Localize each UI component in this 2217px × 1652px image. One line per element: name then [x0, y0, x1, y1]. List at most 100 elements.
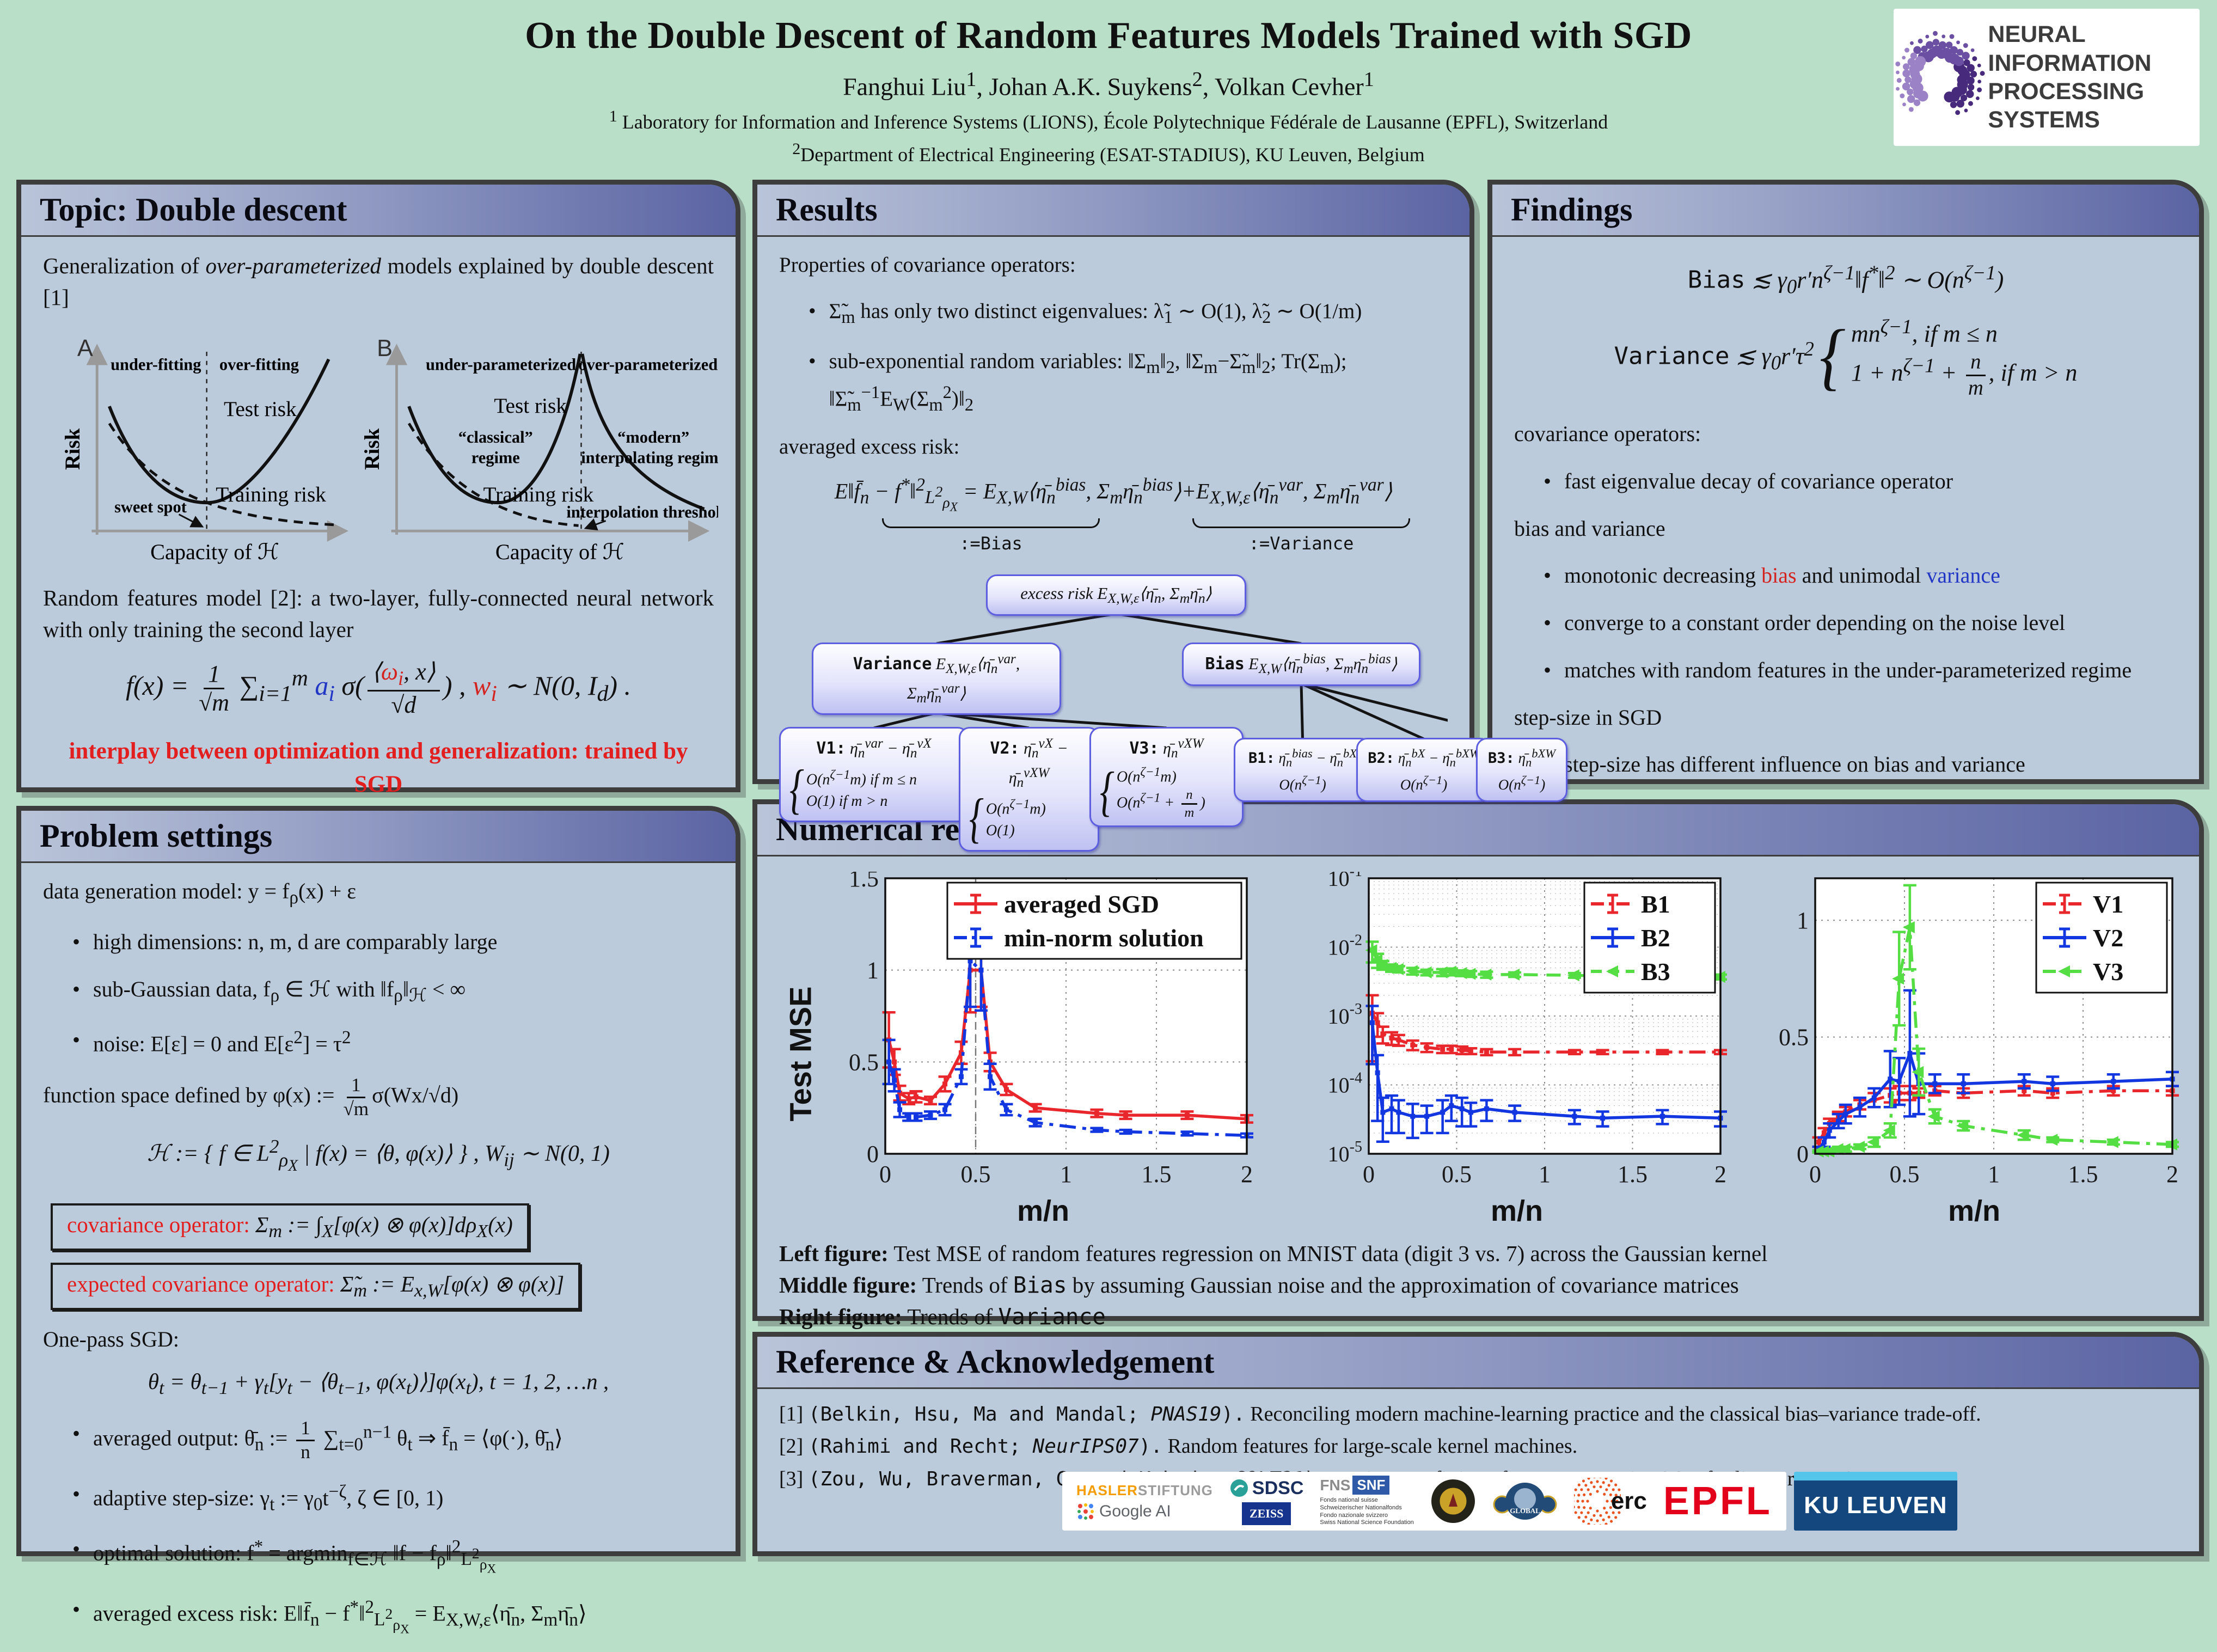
- snf-logo: FNS SNF Fonds national suisse Schweizeris…: [1320, 1476, 1414, 1526]
- poster-header: On the Double Descent of Random Features…: [0, 0, 2217, 166]
- svg-text:1.5: 1.5: [1142, 1161, 1172, 1188]
- svg-text:over-parameterized: over-parameterized: [578, 356, 718, 374]
- svg-text:under-fitting: under-fitting: [111, 356, 201, 374]
- svg-text:interpolating regime: interpolating regime: [581, 449, 718, 467]
- svg-text:1.5: 1.5: [1618, 1161, 1648, 1188]
- results-props: Properties of covariance operators:: [779, 253, 1076, 277]
- svg-text:over-fitting: over-fitting: [219, 356, 299, 374]
- svg-text:1.5: 1.5: [849, 872, 879, 892]
- svg-text:regime: regime: [471, 449, 520, 467]
- google-ai-logo: Google AI: [1076, 1502, 1213, 1521]
- results-avg-label: averaged excess risk:: [779, 435, 960, 459]
- svg-text:V2: V2: [2093, 924, 2123, 952]
- poster-affiliation-1: 1 Laboratory for Information and Inferen…: [609, 107, 1608, 133]
- erc-logo: erc: [1573, 1478, 1647, 1525]
- svg-text:10-3: 10-3: [1328, 1001, 1362, 1029]
- caption-right-figure: Right figure: Trends of Variance: [779, 1304, 1106, 1330]
- problem-sgd-bullet-4: • averaged excess risk: E‖f̄n − f*‖2L2ρX …: [72, 1597, 587, 1637]
- topic-highlight: interplay between optimization and gener…: [69, 738, 688, 797]
- topic-intro: Generalization of over-parameterized mod…: [43, 253, 714, 310]
- chart-test-mse: 0 0.5 1 1.5 2 0 0.5 1 1.5 averaged SGD min-norm so…: [831, 865, 1256, 1228]
- sponsor-logos-strip: HASLERSTIFTUNG Google AI SDSC: [1062, 1472, 1786, 1531]
- onr-global-seal-icon: GLOBAL: [1493, 1483, 1557, 1520]
- tree-bias: Bias EX,W⟨η̄nbias, Σmη̄nbias⟩: [1182, 643, 1420, 686]
- results-bullet-2: • sub-exponential random variables: ‖Σm‖2…: [809, 350, 1347, 415]
- problem-sgd-label: One-pass SGD:: [43, 1326, 179, 1351]
- svg-text:Test risk: Test risk: [224, 397, 297, 421]
- findings-g2-bullet1: • monotonic decreasing bias and unimodal …: [1544, 563, 2000, 588]
- findings-group3-title: step-size in SGD: [1514, 705, 1662, 730]
- tree-leaf-b1: B1: η̄nbias − η̄nbX O(nζ−1): [1234, 738, 1371, 803]
- chart-plot: 0 0.5 1 1.5 2 10-1 10-2 10-3 10-4 10-5 B1 B2 B3: [1328, 863, 1727, 1188]
- svg-text:0.5: 0.5: [1442, 1161, 1472, 1188]
- epfl-logo: EPFL: [1663, 1479, 1772, 1523]
- panel-results-header: Results: [757, 185, 1469, 237]
- topic-rf-formula: f(x) = 1 √m ∑i=1m ai σ(⟨ωi, x⟩ √d) , wi ∼ …: [126, 658, 631, 719]
- hasler-stiftung-logo: HASLERSTIFTUNG: [1076, 1482, 1213, 1498]
- double-descent-diagram: A under-fitting over-fitting Test risk T…: [60, 335, 730, 565]
- reference-2: [2] (Rahimi and Recht; NeurIPS07). Rando…: [779, 1435, 1578, 1458]
- erc-sunburst-icon: [1573, 1478, 1621, 1525]
- ku-leuven-logo: KU LEUVEN: [1793, 1472, 1957, 1531]
- svg-text:GLOBAL: GLOBAL: [1510, 1507, 1540, 1515]
- caption-middle-figure: Middle figure: Trends of Bias by assumin…: [779, 1272, 1739, 1299]
- svg-text:B2: B2: [1641, 924, 1670, 952]
- svg-text:V3: V3: [2093, 958, 2123, 986]
- svg-text:“classical”: “classical”: [458, 428, 533, 446]
- neurips-logo-swirl-icon: [1895, 30, 1985, 115]
- zeiss-logo: ZEISS: [1241, 1502, 1291, 1525]
- chart-plot: 0 0.5 1 1.5 2 0 0.5 1 1.5 averaged SGD min-norm so…: [849, 865, 1253, 1188]
- poster-authors: Fanghui Liu1, Johan A.K. Suykens2, Volka…: [843, 68, 1374, 101]
- chart-plot: 0 0.5 1 1.5 2 0 0.5 1 V1 V2 V3: [1779, 877, 2179, 1188]
- svg-text:1: 1: [867, 957, 879, 984]
- test-mse-axis-label: Test MSE: [783, 986, 818, 1122]
- expected-covariance-operator-box: expected covariance operator: Σ̃m := Ex,…: [51, 1262, 581, 1310]
- svg-text:0.5: 0.5: [1779, 1024, 1809, 1051]
- tree-leaf-v3: V3: η̄nvXW {O(nζ−1m) O(nζ−1 + n m): [1089, 727, 1244, 827]
- covariance-operator-box: covariance operator: Σm := ∫X[φ(x) ⊗ φ(x…: [51, 1203, 529, 1251]
- svg-text:0.5: 0.5: [961, 1161, 991, 1188]
- svg-text:min-norm solution: min-norm solution: [1004, 924, 1204, 952]
- svg-text:1: 1: [1988, 1161, 2000, 1188]
- svg-text:0: 0: [1363, 1161, 1375, 1188]
- problem-sgd-bullet-2: • adaptive step-size: γt := γ0t−ζ, ζ ∈ [0…: [72, 1482, 444, 1515]
- svg-text:under-parameterized: under-parameterized: [426, 356, 576, 374]
- svg-text:0: 0: [1809, 1161, 1821, 1188]
- tree-leaf-v1: V1: η̄nvar − η̄nvX {O(nζ−1m) if m ≤ n O(1…: [779, 727, 969, 823]
- svg-text:0: 0: [867, 1141, 879, 1167]
- findings-g2-bullet3: • matches with random features in the und…: [1544, 657, 2132, 682]
- problem-fspace: function space defined by φ(x) := 1 √m σ(W…: [43, 1074, 459, 1119]
- tree-variance: Variance EX,W,ε⟨η̄nvar, Σmη̄nvar⟩: [812, 643, 1061, 715]
- tree-root: excess risk EX,W,ε⟨η̄n, Σmη̄n⟩: [986, 574, 1246, 616]
- svg-text:B1: B1: [1641, 890, 1670, 918]
- svg-text:Training risk: Training risk: [216, 483, 326, 507]
- google-ai-dots-icon: [1077, 1503, 1094, 1520]
- svg-text:V1: V1: [2093, 890, 2123, 918]
- findings-g3-bullet1: •step-size has different influence on bi…: [1544, 752, 2025, 777]
- risk-tree-lines: [873, 612, 1448, 741]
- tree-leaf-b3: B3: η̄nbXW O(nζ−1): [1476, 738, 1567, 803]
- caption-left-figure: Left figure: Test MSE of random features…: [779, 1241, 1768, 1266]
- findings-g1-bullet1: • fast eigenvalue decay of covariance ope…: [1544, 468, 1953, 493]
- poster-affiliation-2: 2Department of Electrical Engineering (E…: [792, 140, 1425, 166]
- findings-group2-title: bias and variance: [1514, 516, 1665, 541]
- findings-g2-bullet2: • converge to a constant order depending …: [1544, 610, 2066, 635]
- panel-findings: Findings Bias ≲ γ0r′nζ−1‖f*‖2 ∼ O(nζ−1) …: [1487, 180, 2204, 824]
- problem-sgd-bullet-3: • optimal solution: f* = argminf∈ℋ ‖f − f…: [72, 1536, 497, 1576]
- panel-topic-header: Topic: Double descent: [21, 185, 736, 237]
- findings-bias-formula: Bias ≲ γ0r′nζ−1‖f*‖2 ∼ O(nζ−1): [1687, 261, 2004, 298]
- poster-title: On the Double Descent of Random Features…: [525, 15, 1692, 57]
- svg-text:“modern”: “modern”: [617, 428, 689, 446]
- svg-text:1.5: 1.5: [2068, 1161, 2098, 1188]
- problem-bullet-3: • noise: E[ε] = 0 and E[ε2] = τ2: [72, 1027, 351, 1056]
- svg-text:averaged SGD: averaged SGD: [1004, 890, 1159, 918]
- results-bullet-1: • Σ̃m has only two distinct eigenvalues: …: [809, 299, 1362, 328]
- panel-problem: Problem settings data generation model: …: [16, 806, 740, 1637]
- svg-text:Capacity of ℋ: Capacity of ℋ: [495, 540, 624, 565]
- svg-text:10-5: 10-5: [1328, 1139, 1362, 1166]
- problem-bullet-2: • sub-Gaussian data, fρ ∈ ℋ with ‖fρ‖ℋ < …: [72, 977, 466, 1006]
- svg-text:10-4: 10-4: [1328, 1070, 1362, 1098]
- svg-text:10-2: 10-2: [1328, 932, 1362, 960]
